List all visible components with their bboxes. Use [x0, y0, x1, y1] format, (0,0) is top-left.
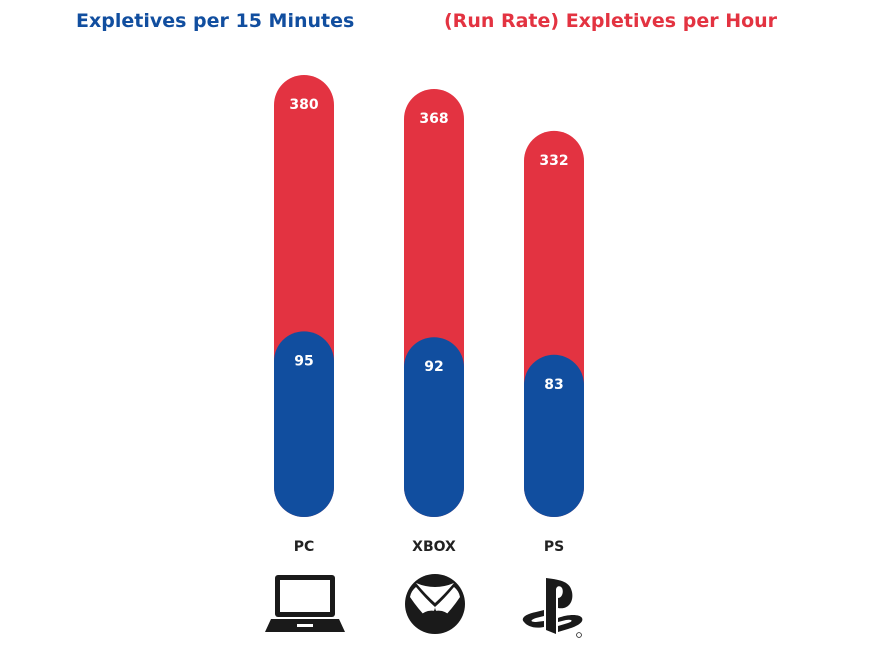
data-label-xbox-per-hour: 368	[419, 111, 448, 127]
playstation-icon	[522, 578, 583, 638]
data-label-xbox-per-15-minutes: 92	[424, 359, 443, 375]
laptop-icon	[265, 575, 345, 632]
data-label-pc-per-hour: 380	[289, 97, 318, 113]
legend-entry-per-15-minutes: Expletives per 15 Minutes	[76, 10, 355, 32]
category-label-ps: PS	[544, 539, 564, 555]
legend-entry-per-hour: (Run Rate) Expletives per Hour	[444, 10, 778, 32]
data-label-ps-per-15-minutes: 83	[544, 377, 563, 393]
bar-pc-per-15-minutes	[274, 331, 334, 517]
data-label-pc-per-15-minutes: 95	[294, 353, 313, 369]
category-label-pc: PC	[294, 539, 315, 555]
data-label-ps-per-hour: 332	[539, 153, 568, 169]
xbox-icon	[405, 574, 465, 634]
bar-ps-per-15-minutes	[524, 354, 584, 517]
category-label-xbox: XBOX	[412, 539, 456, 555]
bar-xbox-per-15-minutes	[404, 337, 464, 517]
